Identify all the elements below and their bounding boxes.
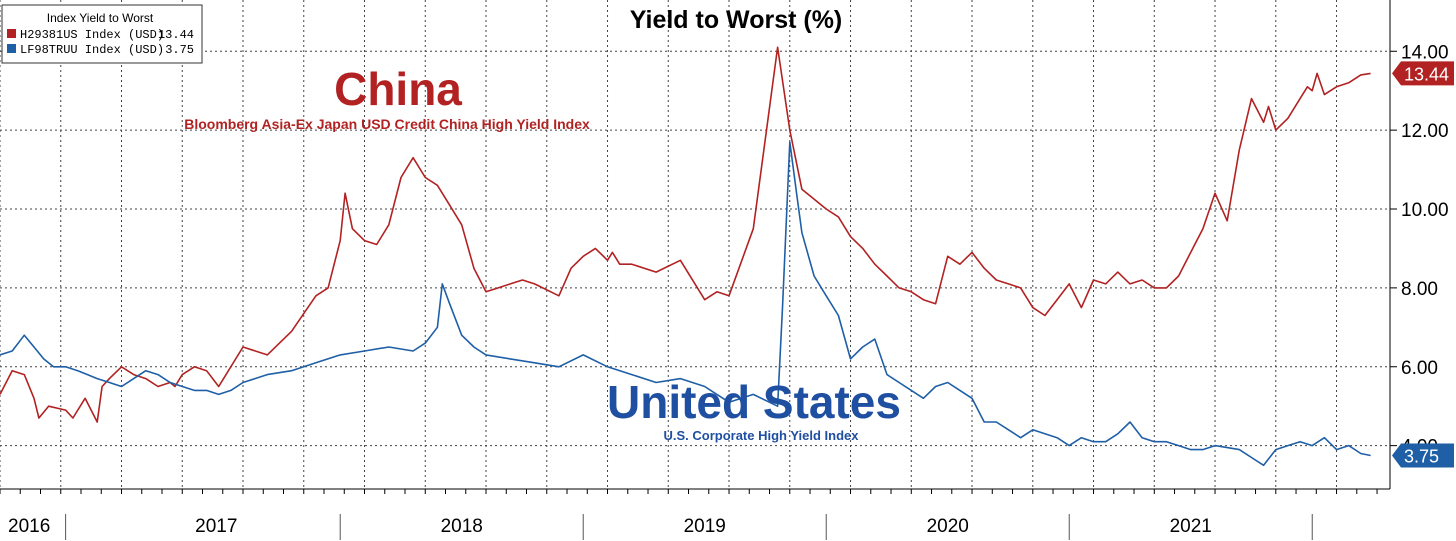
china-annotation-subtitle: Bloomberg Asia-Ex Japan USD Credit China… bbox=[184, 116, 590, 132]
last-value-badge-text-1: 3.75 bbox=[1404, 446, 1439, 466]
legend-title: Index Yield to Worst bbox=[47, 11, 154, 25]
last-value-badge-text-0: 13.44 bbox=[1404, 64, 1449, 84]
series-line-1 bbox=[0, 141, 1371, 467]
x-year-label-2017: 2017 bbox=[195, 516, 237, 537]
legend-entry-us: LF98TRUU Index (USD) 3.75 bbox=[20, 43, 194, 57]
x-year-label-2019: 2019 bbox=[684, 516, 726, 537]
year-boundaries bbox=[65, 514, 1313, 540]
y-tick-label-1: 12.00 bbox=[1401, 121, 1449, 142]
last-value-badge-1 bbox=[1392, 443, 1454, 468]
y-tick-label-0: 14.00 bbox=[1401, 42, 1449, 63]
x-axis-year-labels: 2016 2017 2018 2019 2020 2021 bbox=[0, 489, 1378, 537]
series-layer bbox=[0, 46, 1371, 467]
series-line-0 bbox=[0, 46, 1371, 423]
legend-entry-us-name: LF98TRUU Index (USD) bbox=[20, 43, 164, 57]
china-annotation-title: China bbox=[334, 63, 462, 115]
grid bbox=[0, 0, 1390, 489]
x-year-label-2016: 2016 bbox=[8, 516, 50, 537]
x-year-label-2020: 2020 bbox=[927, 516, 969, 537]
legend-box: Index Yield to Worst H29381US Index (USD… bbox=[1, 4, 203, 64]
y-tick-label-3: 8.00 bbox=[1401, 279, 1438, 300]
legend-swatch-china bbox=[7, 29, 16, 38]
legend-frame bbox=[1, 4, 203, 64]
legend-entry-china: H29381US Index (USD) 13.44 bbox=[20, 28, 194, 42]
chart-title: Yield to Worst (%) bbox=[630, 6, 843, 34]
last-value-badges: 13.44 3.75 bbox=[1392, 61, 1454, 468]
us-annotation-title: United States bbox=[607, 376, 901, 428]
x-year-label-2021: 2021 bbox=[1170, 516, 1212, 537]
legend-entry-us-value: 3.75 bbox=[165, 43, 194, 57]
us-annotation-subtitle: U.S. Corporate High Yield Index bbox=[663, 428, 859, 443]
legend-swatch-us bbox=[7, 44, 16, 53]
y-tick-label-2: 10.00 bbox=[1401, 200, 1449, 221]
y-tick-label-4: 6.00 bbox=[1401, 358, 1438, 379]
legend-entry-china-name: H29381US Index (USD) bbox=[20, 28, 164, 42]
last-value-badge-0 bbox=[1392, 61, 1454, 86]
legend-entry-china-value: 13.44 bbox=[158, 28, 194, 42]
x-year-label-2018: 2018 bbox=[441, 516, 483, 537]
